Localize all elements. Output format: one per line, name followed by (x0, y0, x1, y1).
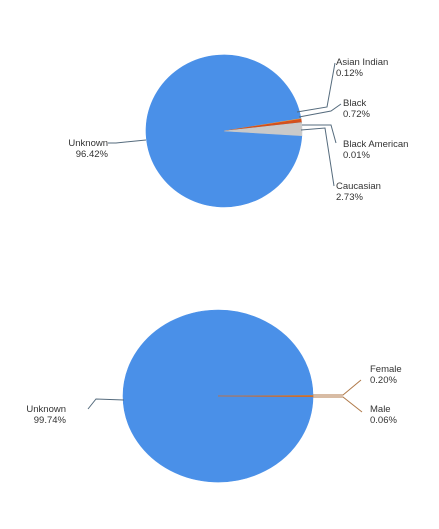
slice-label-asian-indian: Asian Indian (336, 57, 388, 68)
slice-label-unknown: Unknown (26, 404, 66, 415)
pie-slice-caucasian (223, 122, 303, 136)
slice-value-female: 0.20% (370, 375, 397, 386)
slice-label-female: Female (370, 364, 402, 375)
leader-line-unknown (108, 139, 147, 144)
slice-value-unknown: 96.42% (76, 149, 109, 160)
slice-value-asian-indian: 0.12% (336, 68, 363, 79)
leader-line-male (313, 396, 363, 413)
slice-label-male: Male (370, 404, 391, 415)
slice-label-caucasian: Caucasian (336, 181, 381, 192)
pie-slice-unknown (145, 54, 303, 208)
slice-value-male: 0.06% (370, 415, 397, 426)
leader-line-unknown (87, 398, 125, 410)
slice-value-black: 0.72% (343, 109, 370, 120)
slice-label-black-american: Black American (343, 139, 408, 150)
leader-line-caucasian (300, 127, 335, 187)
leader-line-female (313, 379, 362, 396)
slice-value-caucasian: 2.73% (336, 192, 363, 203)
slice-label-unknown: Unknown (68, 138, 108, 149)
leader-line-asian-indian (296, 62, 336, 113)
leader-line-black (298, 103, 342, 118)
slice-label-black: Black (343, 98, 366, 109)
leader-line-black-american (302, 124, 337, 144)
slice-value-black-american: 0.01% (343, 150, 370, 161)
slice-value-unknown: 99.74% (34, 415, 67, 426)
